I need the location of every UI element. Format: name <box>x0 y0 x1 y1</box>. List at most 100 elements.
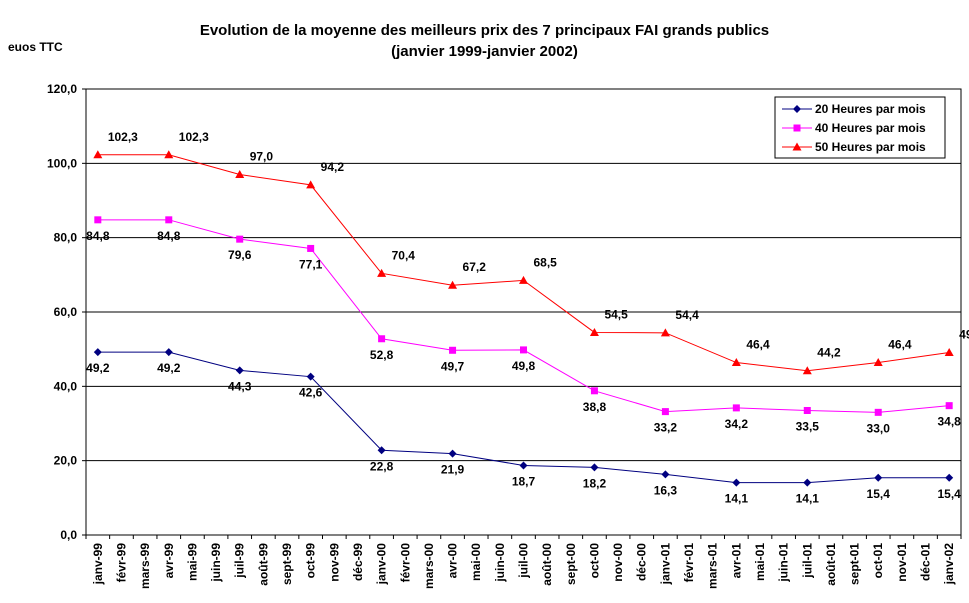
data-point-square <box>590 387 598 395</box>
x-tick-label: août-01 <box>824 543 838 586</box>
x-tick-label: déc-01 <box>919 543 933 581</box>
x-tick-label: janv-01 <box>658 543 672 586</box>
data-point-square <box>94 216 102 224</box>
x-tick-label: févr-99 <box>114 543 128 583</box>
x-tick-label: nov-01 <box>895 543 909 582</box>
x-tick-label: mai-00 <box>469 543 483 581</box>
x-tick-label: mars-00 <box>422 543 436 589</box>
x-tick-label: mars-01 <box>706 543 720 589</box>
data-label: 22,8 <box>370 459 394 473</box>
data-point-diamond <box>661 470 670 479</box>
data-label: 102,3 <box>179 130 209 144</box>
data-label: 33,2 <box>654 421 678 435</box>
data-label: 18,2 <box>583 476 607 490</box>
legend-label: 20 Heures par mois <box>815 102 926 116</box>
x-tick-label: nov-99 <box>327 543 341 582</box>
data-label: 46,4 <box>888 338 912 352</box>
legend-label: 40 Heures par mois <box>815 121 926 135</box>
data-label: 33,5 <box>796 419 820 433</box>
x-tick-label: févr-00 <box>398 543 412 583</box>
data-label: 49,7 <box>441 359 465 373</box>
x-tick-label: sept-01 <box>848 543 862 585</box>
data-point-triangle <box>873 358 883 367</box>
data-label: 54,5 <box>604 307 628 321</box>
x-tick-label: juil-01 <box>800 543 814 579</box>
data-label: 49,1 <box>959 328 969 342</box>
x-tick-label: juil-00 <box>517 543 531 579</box>
y-tick-label: 0,0 <box>60 528 77 542</box>
data-label: 67,2 <box>463 260 487 274</box>
data-point-triangle <box>377 268 387 277</box>
data-point-diamond <box>945 473 954 482</box>
chart-title: Evolution de la moyenne des meilleurs pr… <box>0 20 969 62</box>
data-label: 18,7 <box>512 474 536 488</box>
y-tick-label: 60,0 <box>54 305 78 319</box>
chart-subtitle: (janvier 1999-janvier 2002) <box>391 43 578 60</box>
x-tick-label: déc-00 <box>635 543 649 581</box>
x-tick-label: janv-99 <box>91 543 105 586</box>
data-point-triangle <box>589 327 599 336</box>
data-label: 44,2 <box>817 346 841 360</box>
data-label: 14,1 <box>725 492 749 506</box>
chart-title-line1: Evolution de la moyenne des meilleurs pr… <box>199 22 770 39</box>
data-point-triangle <box>306 180 316 189</box>
legend-marker <box>792 142 802 151</box>
data-label: 44,3 <box>228 379 252 393</box>
data-point-square <box>165 216 173 224</box>
x-tick-label: avr-01 <box>729 543 743 579</box>
data-point-diamond <box>164 348 173 357</box>
data-point-square <box>307 244 315 252</box>
x-tick-label: août-00 <box>540 543 554 586</box>
data-label: 79,6 <box>228 248 252 262</box>
data-point-diamond <box>874 473 883 482</box>
x-tick-label: avr-99 <box>162 543 176 579</box>
data-point-square <box>732 404 740 412</box>
data-point-triangle <box>660 328 670 337</box>
data-point-diamond <box>377 446 386 455</box>
data-label: 21,9 <box>441 463 465 477</box>
x-tick-label: sept-99 <box>280 543 294 585</box>
data-point-triangle <box>164 150 174 159</box>
data-point-triangle <box>235 169 245 178</box>
data-point-diamond <box>803 478 812 487</box>
data-point-triangle <box>944 348 954 357</box>
data-point-square <box>945 402 953 410</box>
data-point-square <box>661 408 669 416</box>
y-tick-label: 100,0 <box>47 156 77 170</box>
x-tick-label: juin-00 <box>493 543 507 583</box>
x-tick-label: mai-99 <box>185 543 199 581</box>
data-point-triangle <box>802 366 812 375</box>
x-tick-label: janv-02 <box>942 543 956 586</box>
x-tick-label: févr-01 <box>682 543 696 583</box>
data-point-diamond <box>519 461 528 470</box>
data-label: 102,3 <box>108 130 138 144</box>
x-tick-label: nov-00 <box>611 543 625 582</box>
data-label: 34,8 <box>937 415 961 429</box>
data-label: 49,8 <box>512 359 536 373</box>
data-point-square <box>874 408 882 416</box>
data-label: 84,8 <box>86 229 110 243</box>
x-tick-label: oct-99 <box>304 543 318 579</box>
y-tick-label: 40,0 <box>54 379 78 393</box>
data-point-diamond <box>448 449 457 458</box>
data-point-triangle <box>448 280 458 289</box>
y-tick-label: 120,0 <box>47 82 77 96</box>
x-tick-label: avr-00 <box>446 543 460 579</box>
data-label: 34,2 <box>725 417 749 431</box>
x-tick-label: juil-99 <box>233 543 247 579</box>
data-label: 46,4 <box>746 338 770 352</box>
data-label: 68,5 <box>534 255 558 269</box>
x-tick-label: mai-01 <box>753 543 767 581</box>
data-label: 49,2 <box>86 361 110 375</box>
data-label: 42,6 <box>299 386 323 400</box>
legend-marker <box>793 105 801 113</box>
legend-marker <box>793 124 801 132</box>
data-label: 70,4 <box>392 248 416 262</box>
data-label: 94,2 <box>321 160 345 174</box>
x-tick-label: mars-99 <box>138 543 152 589</box>
y-axis-label: euos TTC <box>8 40 63 54</box>
data-label: 33,0 <box>867 421 891 435</box>
data-point-triangle <box>93 150 103 159</box>
legend-label: 50 Heures par mois <box>815 140 926 154</box>
